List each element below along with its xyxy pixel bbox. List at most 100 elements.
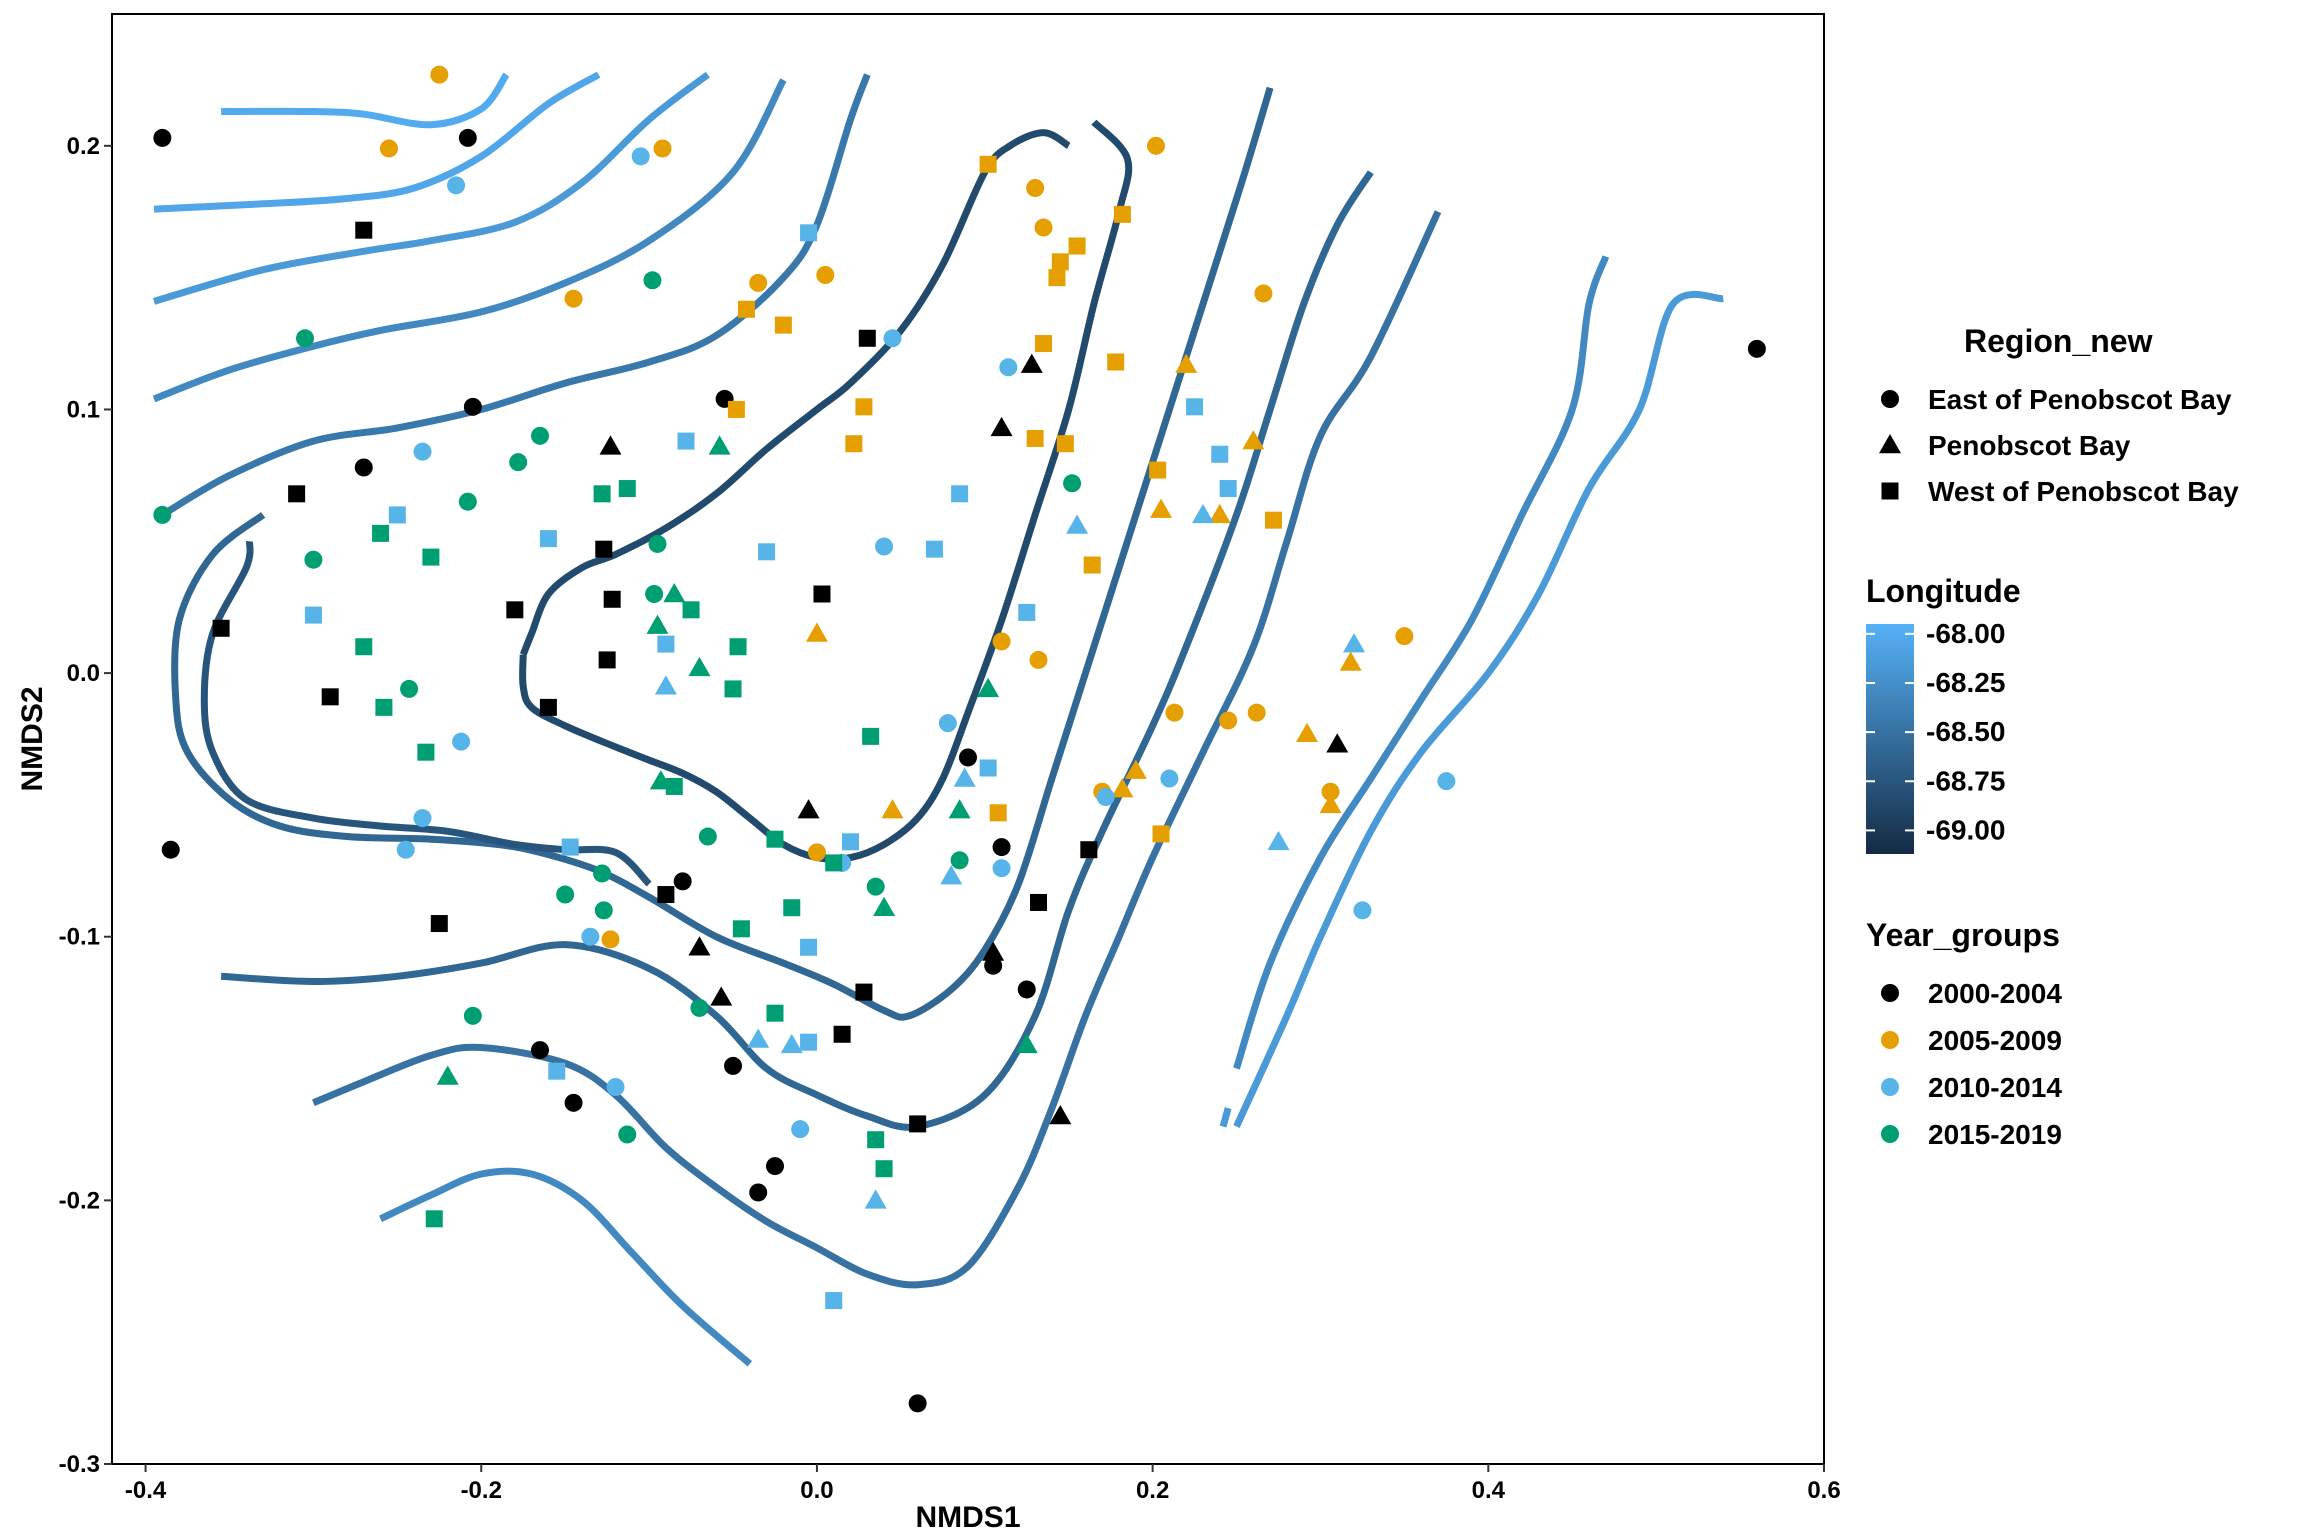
data-point (800, 938, 818, 956)
data-point (727, 400, 745, 418)
data-point (556, 885, 575, 904)
x-tick-label: 0.4 (1472, 1477, 1506, 1504)
data-point (979, 759, 997, 777)
data-point (436, 1065, 459, 1085)
data-point (989, 804, 1007, 822)
data-point (648, 534, 667, 553)
data-point (1063, 474, 1082, 493)
data-point (953, 767, 976, 787)
legend-region: Region_new East of Penobscot Bay Penobsco… (1879, 323, 2239, 507)
data-point (959, 748, 977, 767)
data-point (688, 936, 711, 956)
data-point (1165, 703, 1184, 722)
data-point (531, 1041, 549, 1060)
data-point (780, 1033, 803, 1054)
data-point (561, 838, 579, 856)
data-point (1247, 703, 1266, 722)
data-point (595, 540, 613, 558)
data-point (749, 1183, 768, 1202)
data-point (161, 840, 180, 859)
data-point (1015, 1033, 1038, 1054)
legend-region-key (1879, 434, 1901, 454)
legend-year-label: 2010-2014 (1928, 1072, 2062, 1103)
data-point (977, 677, 1000, 698)
data-point (1068, 237, 1086, 255)
data-point (321, 688, 339, 706)
data-point (765, 1157, 784, 1176)
data-point (396, 840, 415, 859)
legend-region-label: Penobscot Bay (1928, 430, 2131, 461)
data-point (791, 1120, 810, 1139)
data-point (766, 830, 784, 848)
data-point (593, 485, 611, 503)
data-point (1029, 893, 1047, 911)
y-tick-label: -0.2 (59, 1187, 100, 1214)
data-point (749, 273, 768, 292)
y-tick-label: 0.0 (67, 660, 100, 687)
data-point (355, 221, 373, 239)
data-point (304, 606, 322, 624)
data-point (1017, 980, 1036, 999)
longitude-colorbar (1866, 624, 1914, 854)
data-point (665, 777, 683, 795)
data-point (1267, 830, 1290, 851)
data-point (825, 1292, 843, 1310)
y-axis: -0.3 -0.2 -0.1 0.0 0.1 0.2 (59, 133, 112, 1478)
data-point (463, 397, 482, 416)
data-point (1035, 335, 1053, 353)
data-point (909, 1115, 927, 1133)
data-point (413, 809, 432, 828)
data-point (982, 941, 1005, 961)
data-point (581, 927, 600, 946)
plot-panel-border (111, 13, 1825, 1465)
data-point (867, 1131, 885, 1149)
data-point (430, 915, 448, 933)
data-point (1319, 793, 1342, 814)
contour-line-4 (160, 73, 871, 518)
data-point (375, 698, 393, 716)
data-point (400, 679, 419, 698)
data-point (598, 651, 616, 669)
data-point (1048, 269, 1066, 287)
data-point (774, 316, 792, 334)
data-point (603, 590, 621, 608)
data-point (1191, 503, 1214, 524)
data-point (855, 398, 873, 416)
data-point (539, 698, 557, 716)
data-point (1160, 769, 1179, 788)
data-point (1747, 339, 1766, 358)
legend-year-title: Year_groups (1866, 917, 2060, 953)
legend-longitude: Longitude -68.00 -68.25 -68.50 -68.75 -69.00 (1866, 573, 2021, 854)
legend-year-key (1881, 984, 1899, 1002)
legend-year-label: 2000-2004 (1928, 978, 2062, 1009)
data-point (379, 139, 398, 158)
data-point (1326, 733, 1349, 753)
contour-line-7 (519, 119, 1133, 863)
data-point (747, 1028, 770, 1048)
data-point (698, 827, 717, 846)
data-point (873, 896, 896, 916)
data-point (737, 300, 755, 318)
data-point (807, 843, 826, 862)
y-tick-label: -0.1 (59, 924, 100, 951)
data-point (417, 743, 435, 761)
data-point (1018, 603, 1036, 621)
data-point (601, 930, 620, 949)
data-point (606, 1078, 625, 1096)
data-point (646, 614, 669, 634)
data-point (1096, 788, 1115, 806)
data-point (724, 680, 742, 698)
data-point (1056, 435, 1074, 453)
data-point (992, 632, 1011, 651)
data-point (766, 1004, 784, 1022)
data-point (1208, 503, 1231, 524)
data-point (984, 956, 1003, 975)
data-point (990, 416, 1013, 437)
data-point (682, 601, 700, 619)
data-point (643, 271, 662, 290)
legend-region-title: Region_new (1964, 323, 2153, 359)
contour-line-2 (153, 71, 710, 305)
data-point (372, 524, 390, 542)
